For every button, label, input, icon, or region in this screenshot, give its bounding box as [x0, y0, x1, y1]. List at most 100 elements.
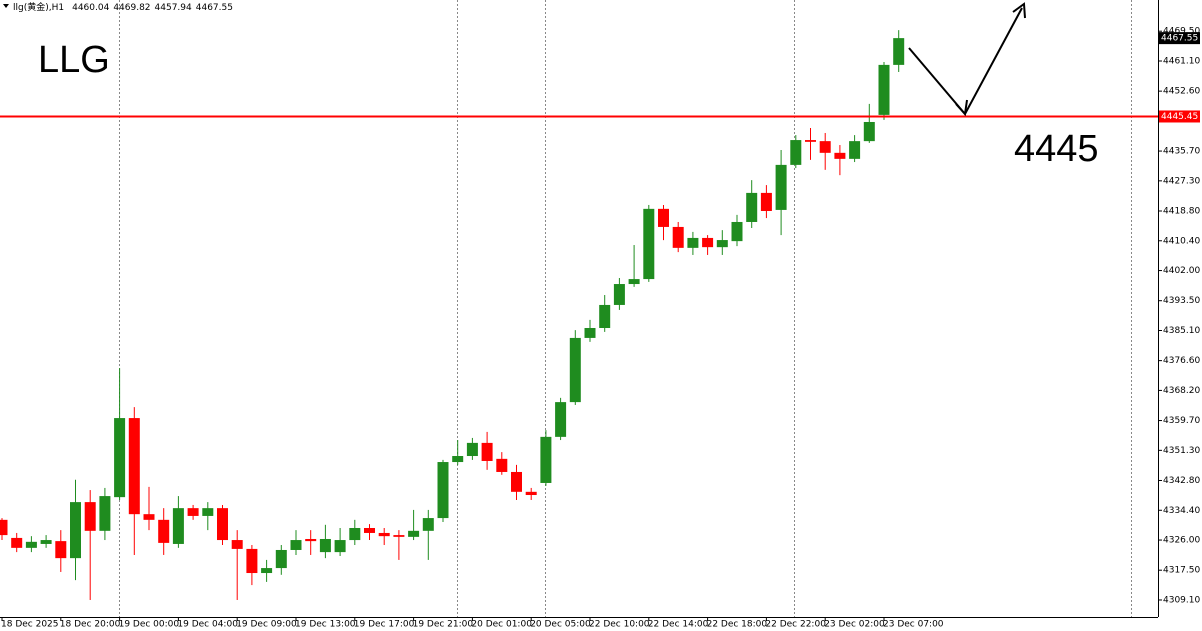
x-tick-label: 19 Dec 21:00	[413, 620, 474, 630]
candle-body	[731, 221, 743, 242]
candle-body	[452, 456, 464, 463]
x-tick-label: 19 Dec 09:00	[236, 620, 297, 630]
candle-body	[525, 491, 537, 496]
last-price-box	[1159, 32, 1200, 45]
candle-body	[378, 532, 390, 537]
arrow-head	[1012, 2, 1026, 19]
candle-body	[540, 436, 552, 483]
candle-body	[202, 508, 214, 516]
y-tick-label: 4435.70	[1163, 147, 1200, 157]
candle-body	[261, 568, 273, 574]
candle-body	[555, 402, 567, 437]
x-tick-label: 20 Dec 01:00	[471, 620, 532, 630]
candle-body	[334, 540, 346, 553]
y-tick-label: 4317.50	[1163, 566, 1200, 576]
candle-body	[511, 471, 522, 492]
close-value: 4467.55	[196, 3, 233, 13]
candle-body	[628, 279, 640, 285]
y-tick-label: 4351.30	[1163, 446, 1200, 456]
candle-body	[158, 519, 170, 543]
candle-body	[746, 192, 758, 222]
x-tick-label: 22 Dec 18:00	[707, 620, 768, 630]
candle-body	[716, 240, 728, 248]
x-tick-label: 19 Dec 13:00	[295, 620, 356, 630]
candle-body	[11, 537, 23, 548]
candle-body	[408, 530, 420, 537]
candle-body	[834, 152, 846, 159]
candle-body	[25, 541, 37, 548]
y-tick-label: 4376.60	[1163, 356, 1200, 366]
annotation: LLG	[38, 39, 110, 81]
candle-body	[231, 540, 243, 549]
candle-body	[128, 418, 140, 515]
candle-body	[99, 496, 111, 531]
candle-body	[364, 527, 375, 533]
candle-body	[55, 541, 67, 559]
x-tick-label: 19 Dec 00:00	[119, 620, 180, 630]
x-tick-label: 18 Dec 2025	[1, 620, 59, 630]
y-tick-label: 4402.00	[1163, 266, 1200, 276]
candle-body	[613, 284, 625, 305]
candle-body	[305, 538, 317, 542]
candle-body	[84, 502, 96, 531]
y-tick-label: 4309.10	[1163, 595, 1200, 605]
annotation: 4445	[1014, 128, 1099, 170]
y-tick-label: 4461.10	[1163, 56, 1200, 66]
y-tick-label: 4452.60	[1163, 87, 1200, 97]
x-tick-label: 22 Dec 10:00	[589, 620, 650, 630]
candle-body	[172, 508, 184, 544]
candle-body	[702, 237, 714, 248]
x-tick-label: 23 Dec 07:00	[883, 620, 944, 630]
candle-body	[863, 121, 875, 142]
forecast-arrow	[908, 2, 1026, 117]
candle-body	[893, 38, 905, 65]
candle-body	[290, 540, 302, 550]
candle-body	[849, 141, 861, 159]
candle-body	[349, 527, 361, 541]
x-tick-label: 18 Dec 20:00	[60, 620, 121, 630]
candle-body	[319, 538, 331, 553]
y-tick-label: 4342.80	[1163, 476, 1200, 486]
candle-body	[599, 304, 611, 329]
candle-body	[40, 540, 52, 544]
x-tick-label: 23 Dec 02:00	[824, 620, 885, 630]
reference-label-box	[1159, 110, 1200, 123]
y-tick-label: 4385.10	[1163, 326, 1200, 336]
x-tick-label: 19 Dec 17:00	[354, 620, 415, 630]
candle-body	[466, 442, 478, 457]
candle-body	[687, 237, 699, 248]
candle-body	[805, 140, 816, 142]
candle-body	[569, 337, 581, 403]
candle-body	[437, 462, 449, 519]
chart-header: llg(黄金),H1 4460.04 4469.82 4457.94 4467.55	[13, 1, 233, 13]
x-tick-label: 22 Dec 22:00	[765, 620, 826, 630]
candle-body	[584, 328, 596, 338]
symbol: llg(黄金),H1	[13, 1, 64, 13]
y-tick-label: 4334.40	[1163, 506, 1200, 516]
high-value: 4469.82	[113, 3, 150, 13]
y-tick-label: 4393.50	[1163, 296, 1200, 306]
candle-body	[819, 141, 831, 153]
candle-body	[878, 64, 890, 115]
y-tick-label: 4368.20	[1163, 386, 1200, 396]
candle-body	[217, 508, 228, 541]
y-tick-label: 4469.50	[1163, 27, 1200, 37]
candle-body	[393, 535, 405, 537]
menu-icon[interactable]	[3, 4, 9, 8]
candle-body	[246, 548, 258, 574]
last-price-label: 4467.55	[1161, 34, 1198, 44]
plot: 4469.50 4461.10 4452.60 4435.70 4427.30 4418.…	[0, 27, 1200, 630]
candle-body	[775, 164, 787, 210]
x-tick-label: 20 Dec 05:00	[530, 620, 591, 630]
x-tick-label: 22 Dec 14:00	[648, 620, 709, 630]
y-tick-label: 4427.30	[1163, 176, 1200, 186]
candle-body	[790, 140, 802, 165]
arrow-head	[955, 99, 968, 117]
candle-body	[481, 442, 493, 461]
candle-body	[422, 518, 434, 531]
candle-body	[275, 549, 287, 569]
open-value: 4460.04	[72, 3, 109, 13]
reference-label: 4445.45	[1161, 112, 1198, 122]
candle-body	[658, 208, 669, 227]
